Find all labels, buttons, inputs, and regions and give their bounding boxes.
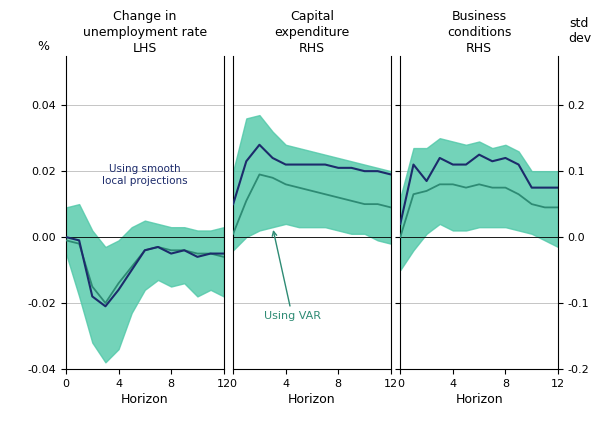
Text: %: % [38,39,50,53]
Title: Capital
expenditure
RHS: Capital expenditure RHS [274,9,350,54]
Title: Change in
unemployment rate
LHS: Change in unemployment rate LHS [83,9,207,54]
X-axis label: Horizon: Horizon [288,393,336,406]
Title: Business
conditions
RHS: Business conditions RHS [447,9,511,54]
X-axis label: Horizon: Horizon [455,393,503,406]
Text: std
dev: std dev [568,17,591,45]
Text: Using VAR: Using VAR [264,231,321,321]
X-axis label: Horizon: Horizon [121,393,169,406]
Text: Using smooth
local projections: Using smooth local projections [102,163,188,186]
